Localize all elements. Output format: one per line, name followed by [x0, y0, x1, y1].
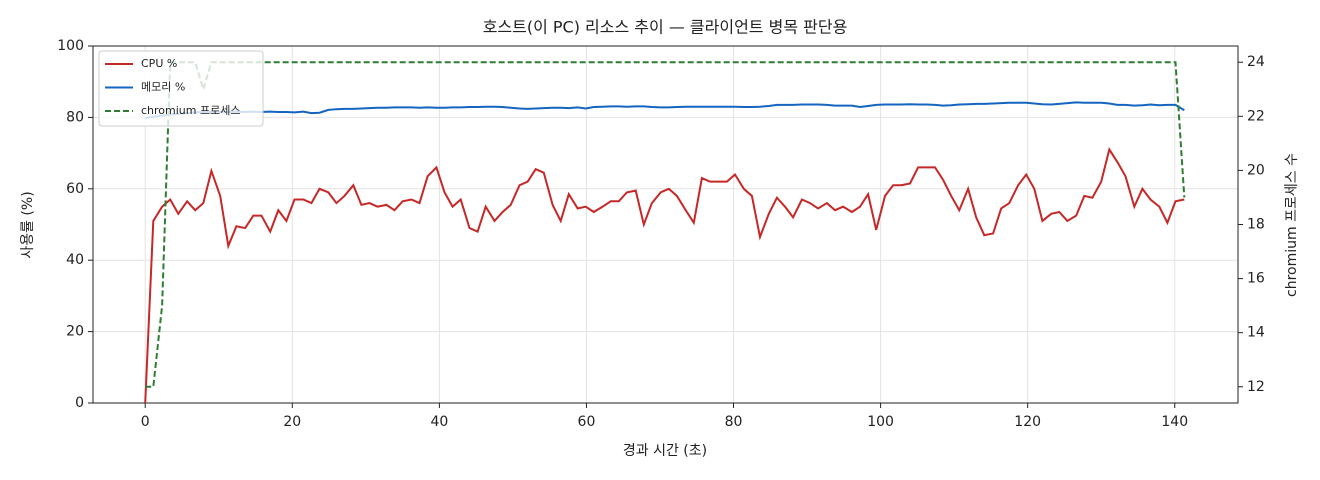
- legend-label: chromium 프로세스: [141, 104, 240, 117]
- y-tick-label: 40: [66, 252, 84, 268]
- chart-title: 호스트(이 PC) 리소스 추이 — 클라이언트 병목 판단용: [483, 18, 848, 37]
- y2-tick-label: 20: [1247, 162, 1265, 178]
- x-axis-label: 경과 시간 (초): [623, 443, 707, 459]
- series-line: [145, 61, 1186, 388]
- legend-box: [98, 50, 264, 127]
- series-line: [144, 147, 1185, 404]
- y2-tick-label: 18: [1247, 217, 1265, 233]
- x-tick-label: 40: [430, 414, 448, 430]
- x-tick-label: 20: [283, 414, 301, 430]
- y-axis-label: 사용률 (%): [20, 191, 36, 258]
- y2-tick-label: 24: [1247, 54, 1265, 70]
- y-tick-label: 60: [66, 181, 84, 197]
- legend-label: 메모리 %: [141, 81, 185, 94]
- x-tick-label: 80: [725, 414, 743, 430]
- y2-axis-label: chromium 프로세스 수: [1284, 153, 1300, 297]
- x-tick-label: 60: [578, 414, 596, 430]
- y-tick-label: 20: [66, 324, 84, 340]
- series-line: [145, 101, 1185, 120]
- x-tick-label: 120: [1014, 414, 1041, 430]
- y-tick-label: 80: [66, 109, 84, 125]
- y2-tick-label: 14: [1247, 325, 1265, 341]
- y2-tick-label: 12: [1247, 379, 1265, 395]
- x-tick-label: 140: [1161, 414, 1188, 430]
- x-tick-label: 0: [141, 414, 150, 430]
- legend-label: CPU %: [141, 57, 177, 70]
- x-tick-label: 100: [867, 414, 894, 430]
- y-tick-label: 0: [75, 395, 84, 411]
- y2-tick-label: 22: [1247, 108, 1265, 124]
- y2-tick-label: 16: [1247, 271, 1265, 287]
- plot-frame: [92, 45, 1239, 404]
- y-tick-label: 100: [57, 38, 84, 54]
